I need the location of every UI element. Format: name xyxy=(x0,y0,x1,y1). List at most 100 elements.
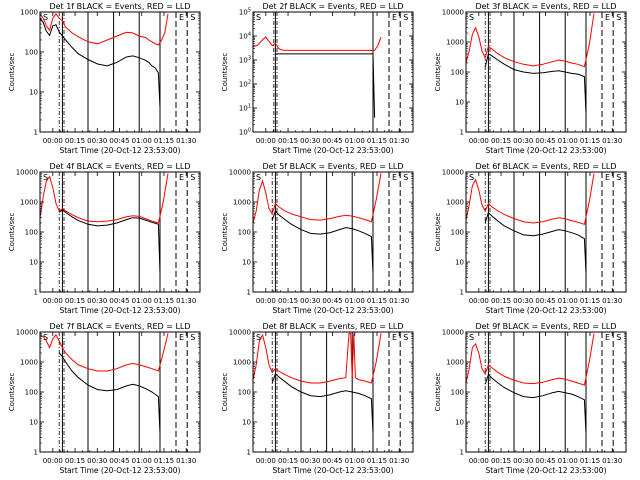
x-tick-label: 00:15 xyxy=(278,137,298,145)
chart-title: Det 5f BLACK = Events, RED = LLD xyxy=(262,162,403,171)
x-tick-label: 00:30 xyxy=(300,297,320,305)
y-tick-label: 10 xyxy=(29,419,38,427)
y-tick-label: 10000 xyxy=(442,329,464,337)
corner-label: S xyxy=(403,173,408,182)
corner-label: S xyxy=(256,333,261,342)
plot-area xyxy=(253,332,401,452)
chart-title: Det 6f BLACK = Events, RED = LLD xyxy=(475,162,616,171)
x-tick-label: 01:30 xyxy=(389,137,409,145)
y-axis-label: Counts/sec xyxy=(8,213,16,252)
y-tick-label: 10 xyxy=(242,419,251,427)
x-tick-label: 01:15 xyxy=(154,457,174,465)
y-tick-label: 100 xyxy=(238,229,251,237)
x-tick-label: 00:45 xyxy=(535,297,555,305)
y-tick-label: 10 xyxy=(455,259,464,267)
x-tick-label: 01:30 xyxy=(176,137,196,145)
y-tick-label: 100 xyxy=(451,69,464,77)
y-tick-label: 1 xyxy=(247,289,251,297)
x-tick-label: 00:30 xyxy=(87,457,107,465)
series-line-lld xyxy=(40,333,169,372)
x-tick-label: 01:00 xyxy=(558,457,578,465)
y-tick-label: 1000 xyxy=(233,359,251,367)
x-tick-label: 00:30 xyxy=(300,137,320,145)
series-line-lld xyxy=(40,12,169,46)
chart-title: Det 8f BLACK = Events, RED = LLD xyxy=(262,322,403,331)
x-axis-label: Start Time (20-Oct-12 23:53:00) xyxy=(485,466,606,475)
x-axis-label: Start Time (20-Oct-12 23:53:00) xyxy=(272,306,393,315)
corner-label: S xyxy=(403,13,408,22)
chart-panel-4: Det 4f BLACK = Events, RED = LLD Counts/s… xyxy=(8,162,201,315)
chart-panel-5: Det 5f BLACK = Events, RED = LLD Counts/s… xyxy=(221,162,414,315)
y-axis-label: Counts/sec xyxy=(434,373,442,412)
y-tick-label: 10000 xyxy=(442,9,464,17)
y-tick-label: 103 xyxy=(239,56,251,65)
series-line-events xyxy=(484,373,587,434)
x-tick-label: 01:00 xyxy=(558,297,578,305)
corner-label: S xyxy=(43,13,48,22)
corner-label: S xyxy=(256,13,261,22)
series-line-lld xyxy=(253,332,382,384)
series-line-lld xyxy=(466,173,595,225)
x-tick-label: 00:00 xyxy=(43,137,63,145)
x-tick-label: 00:45 xyxy=(535,457,555,465)
x-tick-label: 01:30 xyxy=(602,457,622,465)
x-tick-label: 00:45 xyxy=(109,297,129,305)
corner-label: S xyxy=(616,13,621,22)
chart-panel-1: Det 1f BLACK = Events, RED = LLD Counts/s… xyxy=(8,2,201,155)
x-tick-label: 00:30 xyxy=(513,297,533,305)
y-tick-label: 1000 xyxy=(446,359,464,367)
x-tick-label: 00:45 xyxy=(322,457,342,465)
x-tick-label: 01:00 xyxy=(132,137,152,145)
corner-label: E xyxy=(392,173,397,182)
corner-label: S xyxy=(616,333,621,342)
corner-label: S xyxy=(43,173,48,182)
y-tick-label: 1 xyxy=(460,449,464,457)
series-line-lld xyxy=(40,173,169,224)
series-line-lld xyxy=(253,36,382,51)
x-tick-label: 00:45 xyxy=(109,457,129,465)
chart-panel-3: Det 3f BLACK = Events, RED = LLD Counts/s… xyxy=(434,2,627,155)
corner-label: E xyxy=(179,333,184,342)
corner-label: E xyxy=(392,333,397,342)
corner-label: S xyxy=(469,13,474,22)
x-tick-label: 00:15 xyxy=(65,137,85,145)
x-tick-label: 00:15 xyxy=(65,297,85,305)
x-axis-label: Start Time (20-Oct-12 23:53:00) xyxy=(485,306,606,315)
chart-panel-6: Det 6f BLACK = Events, RED = LLD Counts/s… xyxy=(434,162,627,315)
x-axis-label: Start Time (20-Oct-12 23:53:00) xyxy=(272,146,393,155)
y-tick-label: 100 xyxy=(238,389,251,397)
plot-area xyxy=(40,12,188,132)
x-tick-label: 01:15 xyxy=(580,297,600,305)
y-tick-label: 100 xyxy=(25,49,38,57)
x-tick-label: 00:30 xyxy=(87,297,107,305)
plot-frame xyxy=(252,11,414,133)
y-axis-label: Counts/sec xyxy=(8,53,16,92)
x-tick-label: 00:00 xyxy=(43,297,63,305)
plot-area xyxy=(466,172,614,292)
chart-title: Det 1f BLACK = Events, RED = LLD xyxy=(49,2,190,11)
y-tick-label: 100 xyxy=(451,229,464,237)
corner-label: E xyxy=(605,333,610,342)
x-tick-label: 01:30 xyxy=(602,137,622,145)
plot-frame xyxy=(39,11,201,133)
x-tick-label: 01:00 xyxy=(132,297,152,305)
y-axis-label: Counts/sec xyxy=(221,53,229,92)
x-axis-label: Start Time (20-Oct-12 23:53:00) xyxy=(59,146,180,155)
corner-label: S xyxy=(616,173,621,182)
x-tick-label: 00:45 xyxy=(535,137,555,145)
y-tick-label: 1000 xyxy=(233,199,251,207)
x-tick-label: 00:00 xyxy=(469,457,489,465)
x-tick-label: 00:15 xyxy=(491,297,511,305)
y-tick-label: 100 xyxy=(451,389,464,397)
x-tick-label: 01:30 xyxy=(176,457,196,465)
x-tick-label: 01:15 xyxy=(367,297,387,305)
x-tick-label: 01:15 xyxy=(580,137,600,145)
x-tick-label: 00:15 xyxy=(491,457,511,465)
series-line-lld xyxy=(466,13,595,68)
y-tick-label: 1000 xyxy=(446,39,464,47)
corner-label: E xyxy=(392,13,397,22)
x-tick-label: 00:15 xyxy=(278,297,298,305)
plot-area xyxy=(466,332,614,452)
x-tick-label: 01:30 xyxy=(389,457,409,465)
